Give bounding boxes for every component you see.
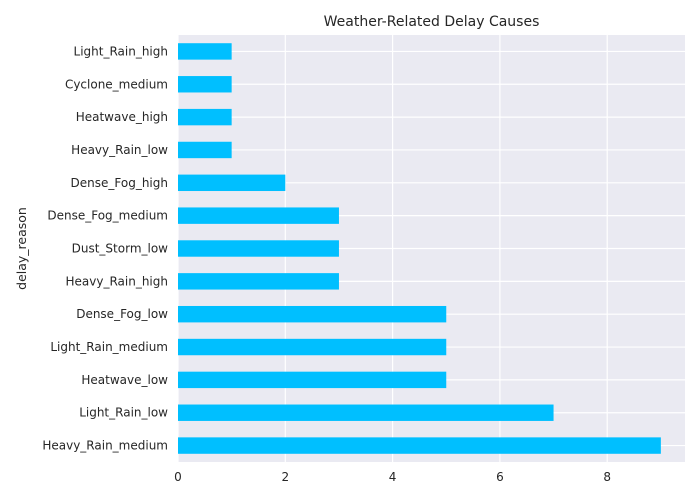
- y-axis-title: delay_reason: [14, 207, 29, 290]
- y-tick-label: Cyclone_medium: [65, 77, 168, 91]
- x-tick-label: 4: [389, 470, 397, 484]
- x-tick-label: 2: [281, 470, 289, 484]
- bar-heavy-rain-low: [178, 141, 232, 159]
- chart-title: Weather-Related Delay Causes: [324, 14, 540, 30]
- bar-cyclone-medium: [178, 76, 232, 93]
- bar-heavy-rain-high: [178, 273, 339, 290]
- bar-light-rain-low: [178, 404, 554, 421]
- x-tick-label: 6: [496, 470, 504, 484]
- bar-light-rain-high: [178, 43, 232, 60]
- y-tick-label: Dense_Fog_high: [71, 176, 168, 190]
- y-tick-label: Heatwave_high: [76, 110, 168, 124]
- y-tick-label: Light_Rain_high: [74, 44, 168, 58]
- bar-dense-fog-medium: [178, 207, 339, 224]
- x-tick-label: 0: [174, 470, 182, 484]
- y-tick-label: Light_Rain_low: [79, 406, 168, 420]
- bar-light-rain-medium: [178, 338, 447, 356]
- y-tick-label: Dense_Fog_low: [76, 307, 168, 321]
- y-tick-label: Heavy_Rain_low: [71, 143, 168, 157]
- x-tick-label: 8: [603, 470, 611, 484]
- y-tick-label: Light_Rain_medium: [50, 340, 168, 354]
- bar-dense-fog-high: [178, 174, 286, 192]
- bar-heatwave-high: [178, 108, 232, 126]
- y-tick-label: Heavy_Rain_medium: [42, 439, 168, 453]
- y-tick-labels: Heavy_Rain_medium Light_Rain_low Heatwave_…: [42, 44, 168, 452]
- bar-heatwave-low: [178, 371, 447, 389]
- y-tick-label: Dust_Storm_low: [72, 242, 169, 256]
- y-tick-label: Heatwave_low: [81, 373, 168, 387]
- x-tick-labels: 0 2 4 6 8: [174, 470, 611, 484]
- bars: [178, 43, 661, 454]
- bar-dust-storm-low: [178, 240, 339, 257]
- y-tick-label: Dense_Fog_medium: [47, 209, 168, 223]
- bar-dense-fog-low: [178, 305, 447, 323]
- y-tick-label: Heavy_Rain_high: [66, 274, 169, 288]
- bar-heavy-rain-medium: [178, 437, 661, 454]
